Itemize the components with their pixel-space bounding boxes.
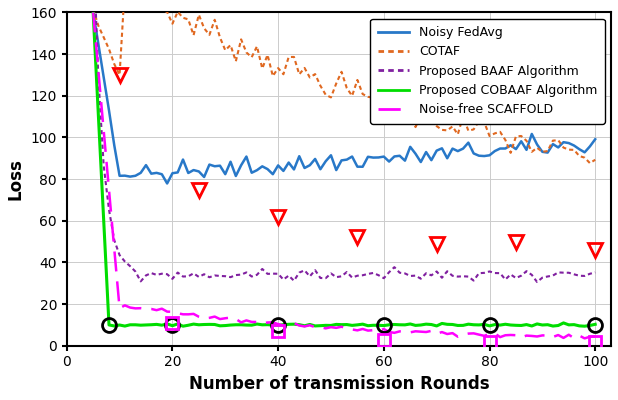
Legend: Noisy FedAvg, COTAF, Proposed BAAF Algorithm, Proposed COBAAF Algorithm, Noise-f: Noisy FedAvg, COTAF, Proposed BAAF Algor… <box>370 19 605 124</box>
Y-axis label: Loss: Loss <box>7 158 25 200</box>
X-axis label: Number of transmission Rounds: Number of transmission Rounds <box>188 375 489 393</box>
